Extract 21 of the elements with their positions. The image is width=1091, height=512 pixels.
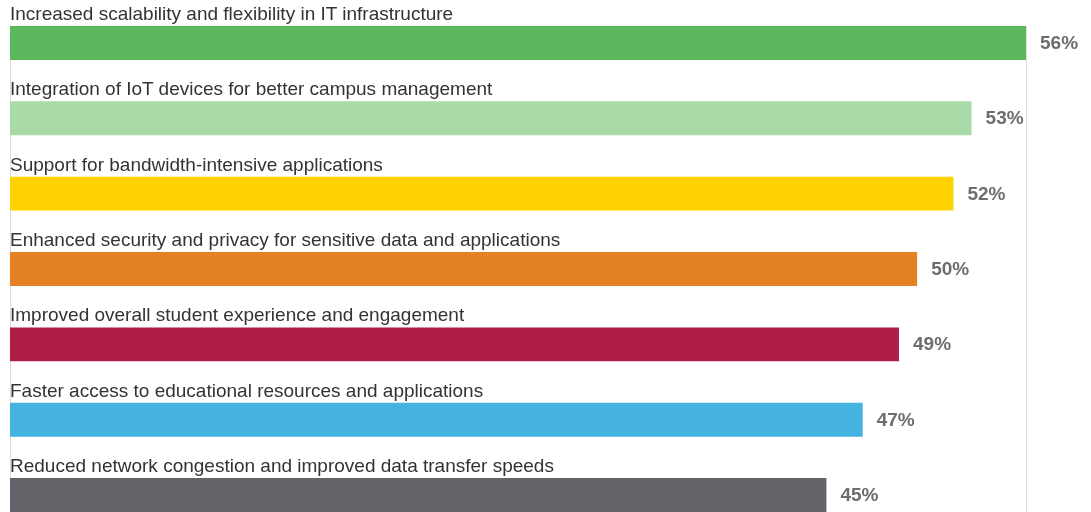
data-label: 49%	[913, 333, 952, 355]
data-label: 53%	[985, 107, 1024, 129]
data-label: 47%	[876, 408, 915, 430]
y-tick-label: Faster access to educational resources and applications	[10, 379, 484, 401]
bar	[10, 402, 863, 437]
y-tick-label: Integration of IoT devices for better campus management	[10, 78, 494, 100]
bar	[10, 176, 954, 211]
bar	[10, 252, 918, 286]
y-tick-label: Support for bandwidth-intensive applications	[10, 153, 383, 175]
data-label: 52%	[967, 182, 1006, 204]
y-tick-label: Increased scalability and flexibility in IT infrastructure	[10, 2, 454, 24]
data-label: 45%	[840, 484, 879, 506]
data-label: 56%	[1040, 31, 1079, 53]
y-tick-label: Reduced network congestion and improved data transfer speeds	[10, 455, 554, 477]
bar	[10, 478, 827, 512]
y-tick-label: Improved overall student experience and engagement	[10, 304, 465, 326]
y-tick-label: Enhanced security and privacy for sensitive data and applications	[10, 229, 561, 250]
bar	[10, 327, 899, 362]
data-label: 50%	[931, 258, 970, 279]
bar	[10, 101, 972, 136]
bar	[10, 26, 1026, 60]
